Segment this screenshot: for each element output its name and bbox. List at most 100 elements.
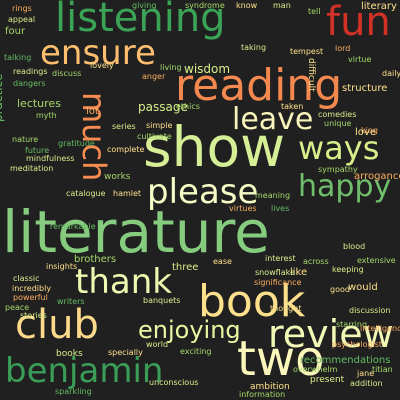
word-classic: classic [13,274,40,283]
word-passage: passage [138,100,188,114]
word-ethics: ethics [176,102,200,111]
word-banquets: banquets [143,296,181,305]
word-difficult: difficult [306,58,316,92]
word-overwhelm: overwhelm [293,365,338,374]
word-across: across [303,257,329,266]
word-lord: lord [335,44,351,53]
word-book: book [198,276,306,327]
word-daily: daily [382,69,400,78]
word-hamlet: hamlet [113,189,142,198]
word-virtues: virtues [229,204,257,213]
word-meaning: meaning [255,191,291,200]
word-arrogance: arrogance [354,171,400,182]
word-tempest: tempest [290,47,324,56]
word-lot: lot [86,106,99,117]
word-lectures: lectures [17,97,61,110]
word-sympathy: sympathy [318,165,358,174]
word-virtue: virtue [348,55,372,64]
word-literary: literary [361,1,397,12]
word-lives: lives [271,204,290,213]
word-remarkable: remarkable [50,222,96,231]
word-fun: fun [326,0,391,45]
word-club: club [15,302,99,348]
word-present: present [310,375,345,385]
word-wisdom: wisdom [184,62,231,76]
word-tell: tell [308,7,321,16]
word-meditation: meditation [10,164,54,173]
word-show: show [143,115,286,179]
word-nature: nature [12,135,39,144]
word-anger: anger [142,72,166,81]
word-three: three [172,262,199,273]
word-unique: unique [324,119,352,128]
word-rings: rings [12,4,32,13]
word-four: four [5,26,26,37]
word-titian: titian [372,365,393,374]
word-lovely: lovely [90,61,114,70]
word-intelligence: intelligence [360,324,400,333]
word-writers: writers [57,297,85,306]
word-giving: giving [132,1,157,10]
word-mindfulness: mindfulness [26,154,75,163]
word-ensure: ensure [40,33,156,73]
word-ambition: ambition [250,382,290,392]
word-know: know [236,1,258,10]
word-exciting: exciting [180,347,212,356]
word-appeal: appeal [8,15,36,24]
word-syndrome: syndrome [185,1,225,10]
word-comedies: comedies [318,110,357,119]
word-complete: complete [107,145,145,154]
word-good: good [330,285,350,294]
word-keeping: keeping [332,265,364,274]
word-discuss: discuss [52,69,82,78]
word-psychologist: psychologist [332,340,383,349]
word-taken: taken [281,102,304,111]
word-insights: insights [46,262,78,271]
word-dangers: dangers [13,79,46,88]
word-series: series [112,122,136,131]
word-specially: specially [108,348,143,357]
word-works: works [104,172,131,182]
word-recommendations: recommendations [300,355,391,366]
word-incredibly: incredibly [12,284,52,293]
word-significance: significance [254,278,302,287]
word-brothers: brothers [74,254,117,265]
word-would: would [348,282,378,293]
word-living: living [160,63,182,72]
word-please: please [147,172,259,212]
word-sparkling: sparkling [55,387,92,396]
word-leave: leave [232,102,314,137]
word-king: king [361,126,379,135]
word-cultivate: cultivate [137,132,172,141]
word-snowflake: snowflake [255,268,295,277]
word-thank: thank [75,262,172,302]
word-ease: ease [213,257,232,266]
word-stories: stories [20,311,47,320]
word-happy: happy [298,169,392,204]
word-peace: peace [5,303,30,312]
word-information: information [239,390,286,399]
word-jane: jane [357,369,375,378]
word-myth: myth [36,111,57,120]
word-starring: starring [336,320,368,329]
word-literature: literature [2,198,270,266]
word-readings: readings [13,67,48,76]
word-future: future [25,146,50,155]
word-like: like [290,267,308,278]
word-listening: listening [55,0,226,41]
word-discussion: discussion [349,306,391,315]
word-addition: addition [350,379,383,388]
word-thought: thought [270,304,302,313]
word-talking: talking [4,53,32,62]
word-two: two [237,331,325,387]
word-unconscious: unconscious [149,378,199,387]
word-world: world [146,340,169,349]
word-interest: interest [265,254,296,263]
word-gratitude: gratitude [58,139,95,148]
word-man: man [273,1,291,10]
word-extensive: extensive [357,256,396,265]
word-practice: practice [0,73,5,122]
word-reading: reading [175,60,343,111]
word-books: books [56,349,83,359]
